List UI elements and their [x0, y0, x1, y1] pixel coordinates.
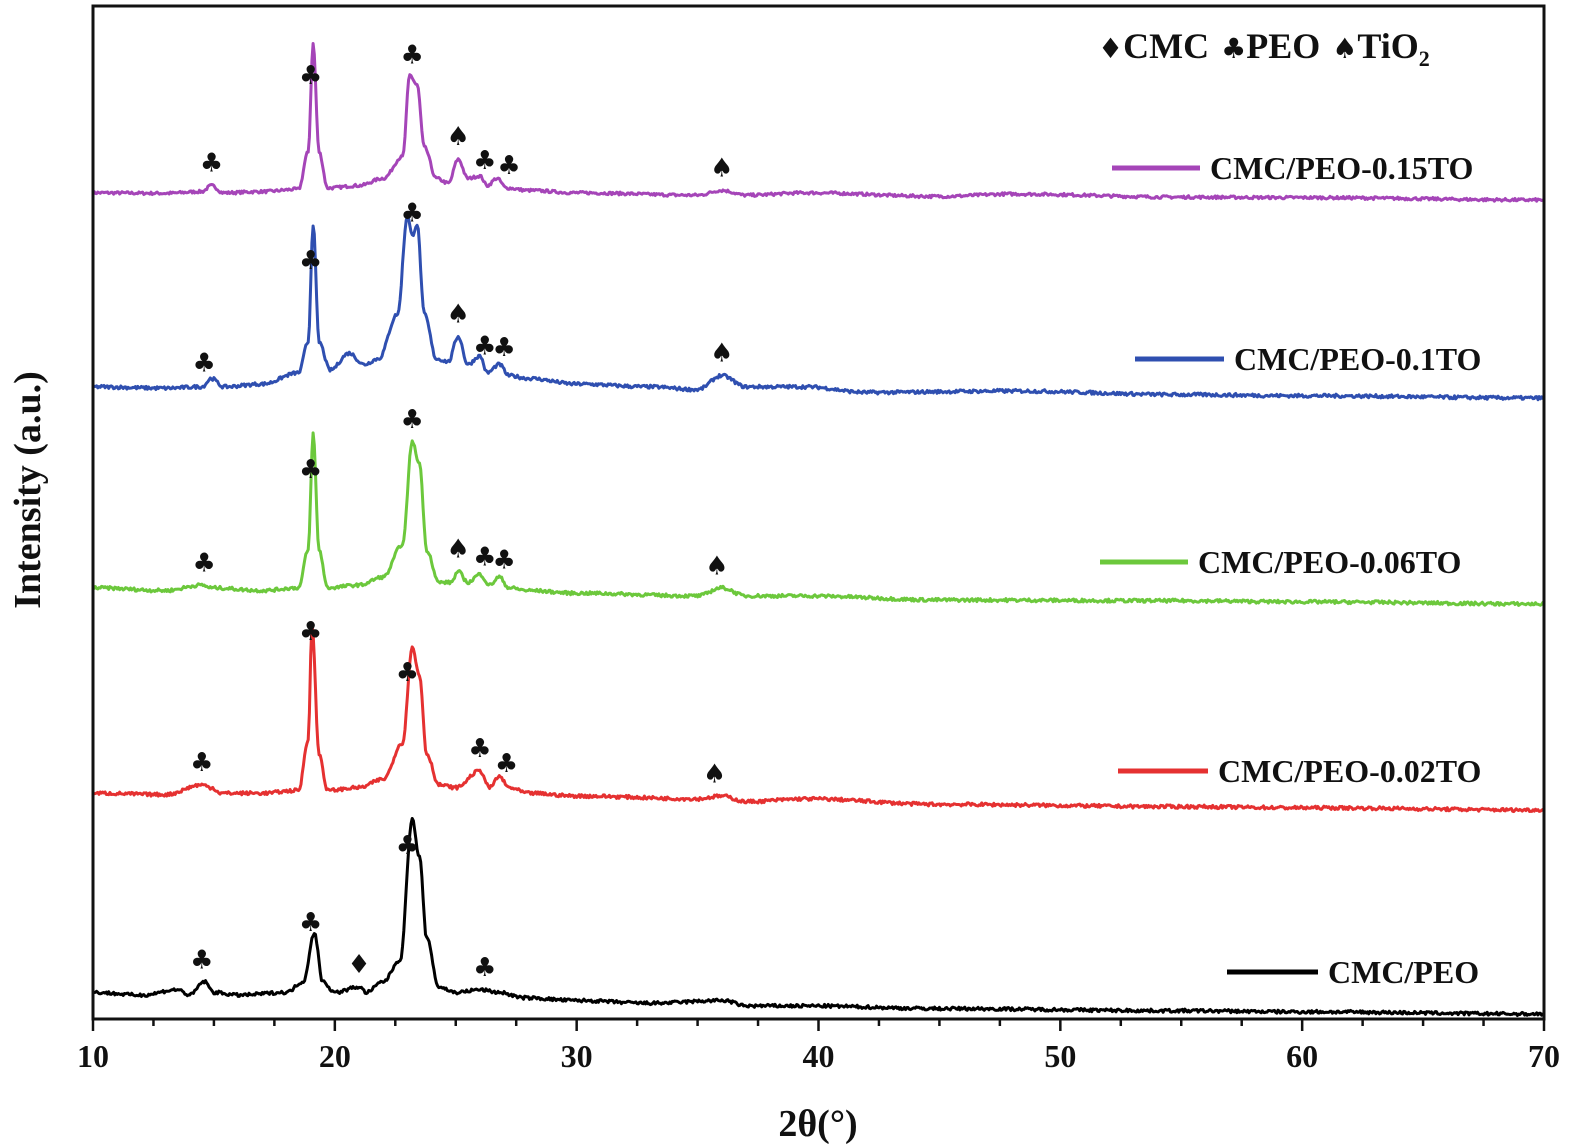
peak-marker: ♠	[710, 339, 733, 369]
peak-marker: ♠	[447, 535, 470, 565]
peak-marker: ♣	[401, 405, 424, 435]
series-line-1	[91, 42, 1546, 203]
series-line-5	[92, 817, 1545, 1017]
legend: CMC/PEO-0.15TO CMC/PEO-0.1TO CMC/PEO-0.06T…	[1100, 150, 1481, 990]
peak-marker: ♣	[497, 151, 520, 181]
peak-marker: ♠	[705, 552, 728, 582]
x-axis-ticks: 10 20 30 40 50 60 70	[77, 1019, 1560, 1074]
series-line-4	[92, 623, 1546, 814]
phase-key-symbol: ♠	[1332, 32, 1357, 65]
legend-label-5: CMC/PEO	[1328, 954, 1479, 990]
peak-marker: ♣	[200, 149, 223, 179]
peak-marker: ♠	[447, 299, 470, 329]
x-tick-label: 20	[319, 1038, 351, 1074]
phase-key-label: PEO	[1246, 26, 1320, 66]
peak-marker: ♣	[401, 41, 424, 71]
peak-marker: ♣	[190, 748, 213, 778]
series-curves	[91, 42, 1546, 1017]
phase-key-text: ♦CMC ♣PEO ♠TiO2	[1098, 26, 1430, 71]
legend-label-4: CMC/PEO-0.02TO	[1218, 753, 1481, 789]
peak-marker: ♣	[473, 543, 496, 573]
peak-marker: ♣	[190, 946, 213, 976]
legend-label-1: CMC/PEO-0.15TO	[1210, 150, 1473, 186]
peak-marker: ♠	[703, 760, 726, 790]
peak-marker: ♣	[492, 545, 515, 575]
peak-marker: ♣	[299, 908, 322, 938]
x-tick-label: 10	[77, 1038, 109, 1074]
x-axis-title: 2θ(°)	[778, 1103, 857, 1145]
phase-key-subscript: 2	[1419, 46, 1430, 71]
peak-marker: ♣	[492, 333, 515, 363]
peak-marker: ♣	[473, 146, 496, 176]
peak-marker: ♠	[710, 153, 733, 183]
phase-key-label: TiO	[1357, 26, 1418, 66]
legend-label-2: CMC/PEO-0.1TO	[1234, 341, 1481, 377]
x-tick-label: 40	[803, 1038, 835, 1074]
peak-marker: ♣	[401, 199, 424, 229]
y-axis-title: Intensity (a.u.)	[7, 371, 49, 609]
x-tick-label: 50	[1044, 1038, 1076, 1074]
peak-marker: ♣	[299, 455, 322, 485]
x-tick-label: 60	[1286, 1038, 1318, 1074]
phase-key-symbol: ♦	[1098, 32, 1123, 65]
phase-key-label: CMC	[1123, 26, 1209, 66]
series-line-2	[91, 215, 1546, 402]
peak-marker: ♣	[473, 332, 496, 362]
peak-marker: ♣	[299, 61, 322, 91]
peak-marker: ♣	[193, 549, 216, 579]
peak-markers: ♣♣♣♠♣ ♣ ♠♣♣♣♠♣♣ ♠♣♣♣♠ ♣♣ ♠♣♣♣♣♣ ♠♣♣♦♣♣	[190, 41, 733, 983]
phase-key-symbol: ♣	[1221, 32, 1246, 65]
series-line-3	[91, 431, 1545, 607]
peak-marker: ♣	[299, 617, 322, 647]
peak-marker: ♣	[396, 831, 419, 861]
peak-marker: ♠	[447, 122, 470, 152]
x-tick-label: 30	[561, 1038, 593, 1074]
peak-marker: ♣	[468, 734, 491, 764]
peak-marker: ♣	[193, 349, 216, 379]
peak-marker: ♣	[396, 658, 419, 688]
peak-marker: ♣	[473, 953, 496, 983]
x-tick-label: 70	[1528, 1038, 1560, 1074]
peak-marker: ♣	[299, 246, 322, 276]
peak-marker: ♦	[347, 950, 370, 980]
peak-marker: ♣	[495, 749, 518, 779]
phase-key: ♦CMC ♣PEO ♠TiO2	[1098, 26, 1430, 71]
legend-label-3: CMC/PEO-0.06TO	[1198, 544, 1461, 580]
